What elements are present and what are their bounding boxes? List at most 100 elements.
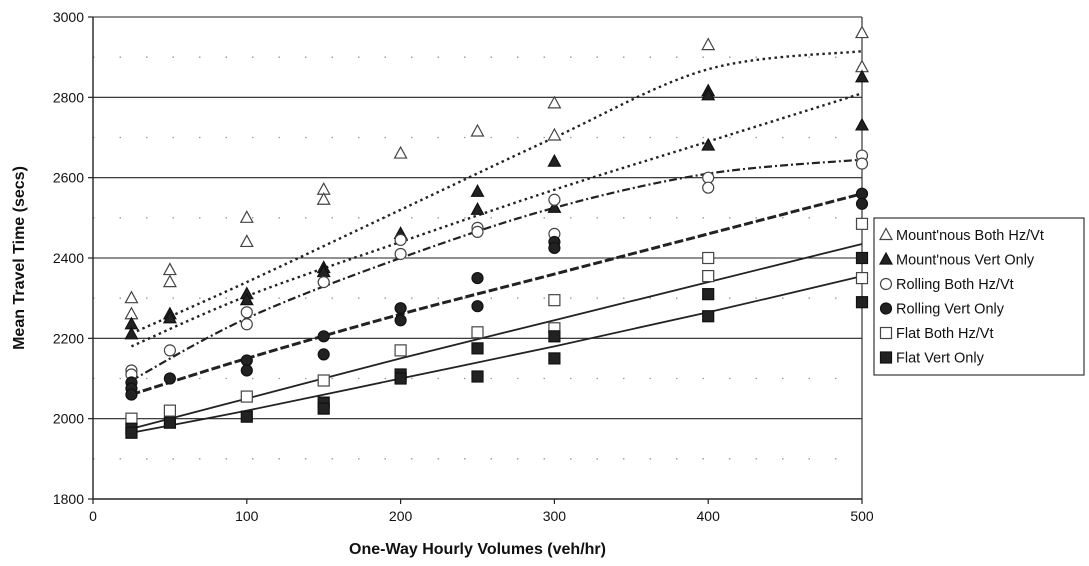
data-point-series-6 xyxy=(702,310,715,323)
legend-label-series-2: Mount'nous Vert Only xyxy=(896,253,1035,269)
data-point-series-2 xyxy=(470,202,485,215)
data-point-series-1 xyxy=(701,37,716,51)
data-point-series-1 xyxy=(162,262,177,276)
data-point-series-1 xyxy=(316,192,331,205)
y-tick-label: 2800 xyxy=(53,89,84,105)
data-point-series-3 xyxy=(317,276,330,289)
trendline-series-2 xyxy=(130,92,863,348)
data-point-series-4 xyxy=(163,372,176,385)
data-point-series-4 xyxy=(548,241,561,255)
data-point-series-6 xyxy=(163,416,176,429)
x-tick-label: 100 xyxy=(235,508,259,524)
x-tick-label: 500 xyxy=(850,508,874,524)
data-point-series-1 xyxy=(239,234,254,248)
data-point-series-4 xyxy=(855,197,869,210)
data-point-series-4 xyxy=(125,388,138,401)
data-point-series-2 xyxy=(854,117,870,131)
trendline-series-6 xyxy=(131,275,863,434)
data-point-series-3 xyxy=(163,344,176,357)
data-point-series-1 xyxy=(239,210,254,223)
legend-label-series-5: Flat Both Hz/Vt xyxy=(896,326,994,342)
y-tick-label: 2200 xyxy=(53,330,84,346)
legend-marker-series-1 xyxy=(878,227,894,241)
data-point-series-6 xyxy=(855,296,869,309)
data-point-series-5 xyxy=(240,390,253,403)
data-point-series-2 xyxy=(470,183,485,197)
data-point-series-5 xyxy=(548,294,561,307)
data-point-series-1 xyxy=(470,123,485,137)
data-point-series-5 xyxy=(855,271,869,285)
data-point-series-1 xyxy=(393,145,408,159)
y-tick-label: 2400 xyxy=(53,250,84,266)
data-point-series-6 xyxy=(548,352,561,365)
data-point-series-6 xyxy=(855,251,869,265)
data-point-series-4 xyxy=(394,302,407,315)
data-point-series-6 xyxy=(125,426,138,439)
trendline-series-3 xyxy=(130,158,863,382)
data-point-series-6 xyxy=(317,402,330,415)
x-tick-label: 400 xyxy=(697,508,721,524)
data-point-series-4 xyxy=(240,354,253,367)
data-point-series-1 xyxy=(854,25,870,39)
data-point-series-2 xyxy=(547,200,562,213)
trendline-series-4 xyxy=(131,192,863,396)
data-point-series-3 xyxy=(394,233,407,247)
data-point-series-6 xyxy=(471,342,484,355)
data-point-series-2 xyxy=(701,87,716,101)
data-point-series-3 xyxy=(855,157,869,170)
y-tick-label: 2600 xyxy=(53,170,84,186)
data-point-series-2 xyxy=(239,292,254,306)
data-point-series-1 xyxy=(124,290,139,304)
y-tick-label: 3000 xyxy=(53,9,84,25)
legend-marker-series-5 xyxy=(879,326,893,340)
x-axis-title: One-Way Hourly Volumes (veh/hr) xyxy=(349,541,606,558)
data-point-series-3 xyxy=(702,171,715,184)
legend-marker-series-3 xyxy=(879,277,893,291)
data-point-series-6 xyxy=(548,330,561,343)
legend-marker-series-2 xyxy=(878,251,894,265)
legend-label-series-6: Flat Vert Only xyxy=(896,351,985,367)
data-point-series-2 xyxy=(701,137,716,151)
x-tick-label: 0 xyxy=(89,508,97,524)
data-point-series-4 xyxy=(471,271,484,285)
data-point-series-6 xyxy=(471,370,484,383)
data-point-series-5 xyxy=(702,269,715,283)
data-point-series-4 xyxy=(394,314,407,327)
y-axis-title: Mean Travel Time (secs) xyxy=(11,166,28,350)
data-point-series-4 xyxy=(471,300,484,313)
data-point-series-2 xyxy=(854,69,870,83)
trendline-series-1 xyxy=(130,49,863,335)
data-point-series-6 xyxy=(702,288,715,301)
data-point-series-3 xyxy=(394,247,407,261)
legend-label-series-4: Rolling Vert Only xyxy=(896,302,1005,318)
data-point-series-4 xyxy=(240,364,253,377)
data-point-series-4 xyxy=(317,348,330,361)
legend-label-series-1: Mount'nous Both Hz/Vt xyxy=(896,228,1044,244)
y-tick-label: 1800 xyxy=(53,491,84,507)
legend-box xyxy=(873,217,1085,376)
legend-marker-series-4 xyxy=(879,302,893,315)
data-point-series-2 xyxy=(124,326,139,340)
data-point-series-6 xyxy=(240,410,253,423)
data-point-series-3 xyxy=(240,318,253,331)
data-point-series-5 xyxy=(471,326,484,339)
data-point-series-5 xyxy=(163,404,176,417)
legend-label-series-3: Rolling Both Hz/Vt xyxy=(896,277,1014,293)
data-point-series-2 xyxy=(162,310,177,324)
data-point-series-1 xyxy=(162,274,177,288)
data-point-series-5 xyxy=(394,344,407,357)
data-point-series-5 xyxy=(317,374,330,387)
x-tick-label: 300 xyxy=(543,508,567,524)
y-tick-label: 2000 xyxy=(53,411,84,427)
legend: Mount'nous Both Hz/Vt Mount'nous Vert Onl… xyxy=(873,217,1085,376)
data-point-series-1 xyxy=(547,127,562,141)
data-point-series-3 xyxy=(548,193,561,206)
data-point-series-2 xyxy=(547,153,562,167)
data-point-series-1 xyxy=(547,95,562,109)
data-point-series-6 xyxy=(394,372,407,385)
data-point-series-5 xyxy=(702,251,715,265)
data-point-series-3 xyxy=(471,225,484,238)
data-point-series-3 xyxy=(240,306,253,319)
data-point-series-4 xyxy=(855,187,869,200)
